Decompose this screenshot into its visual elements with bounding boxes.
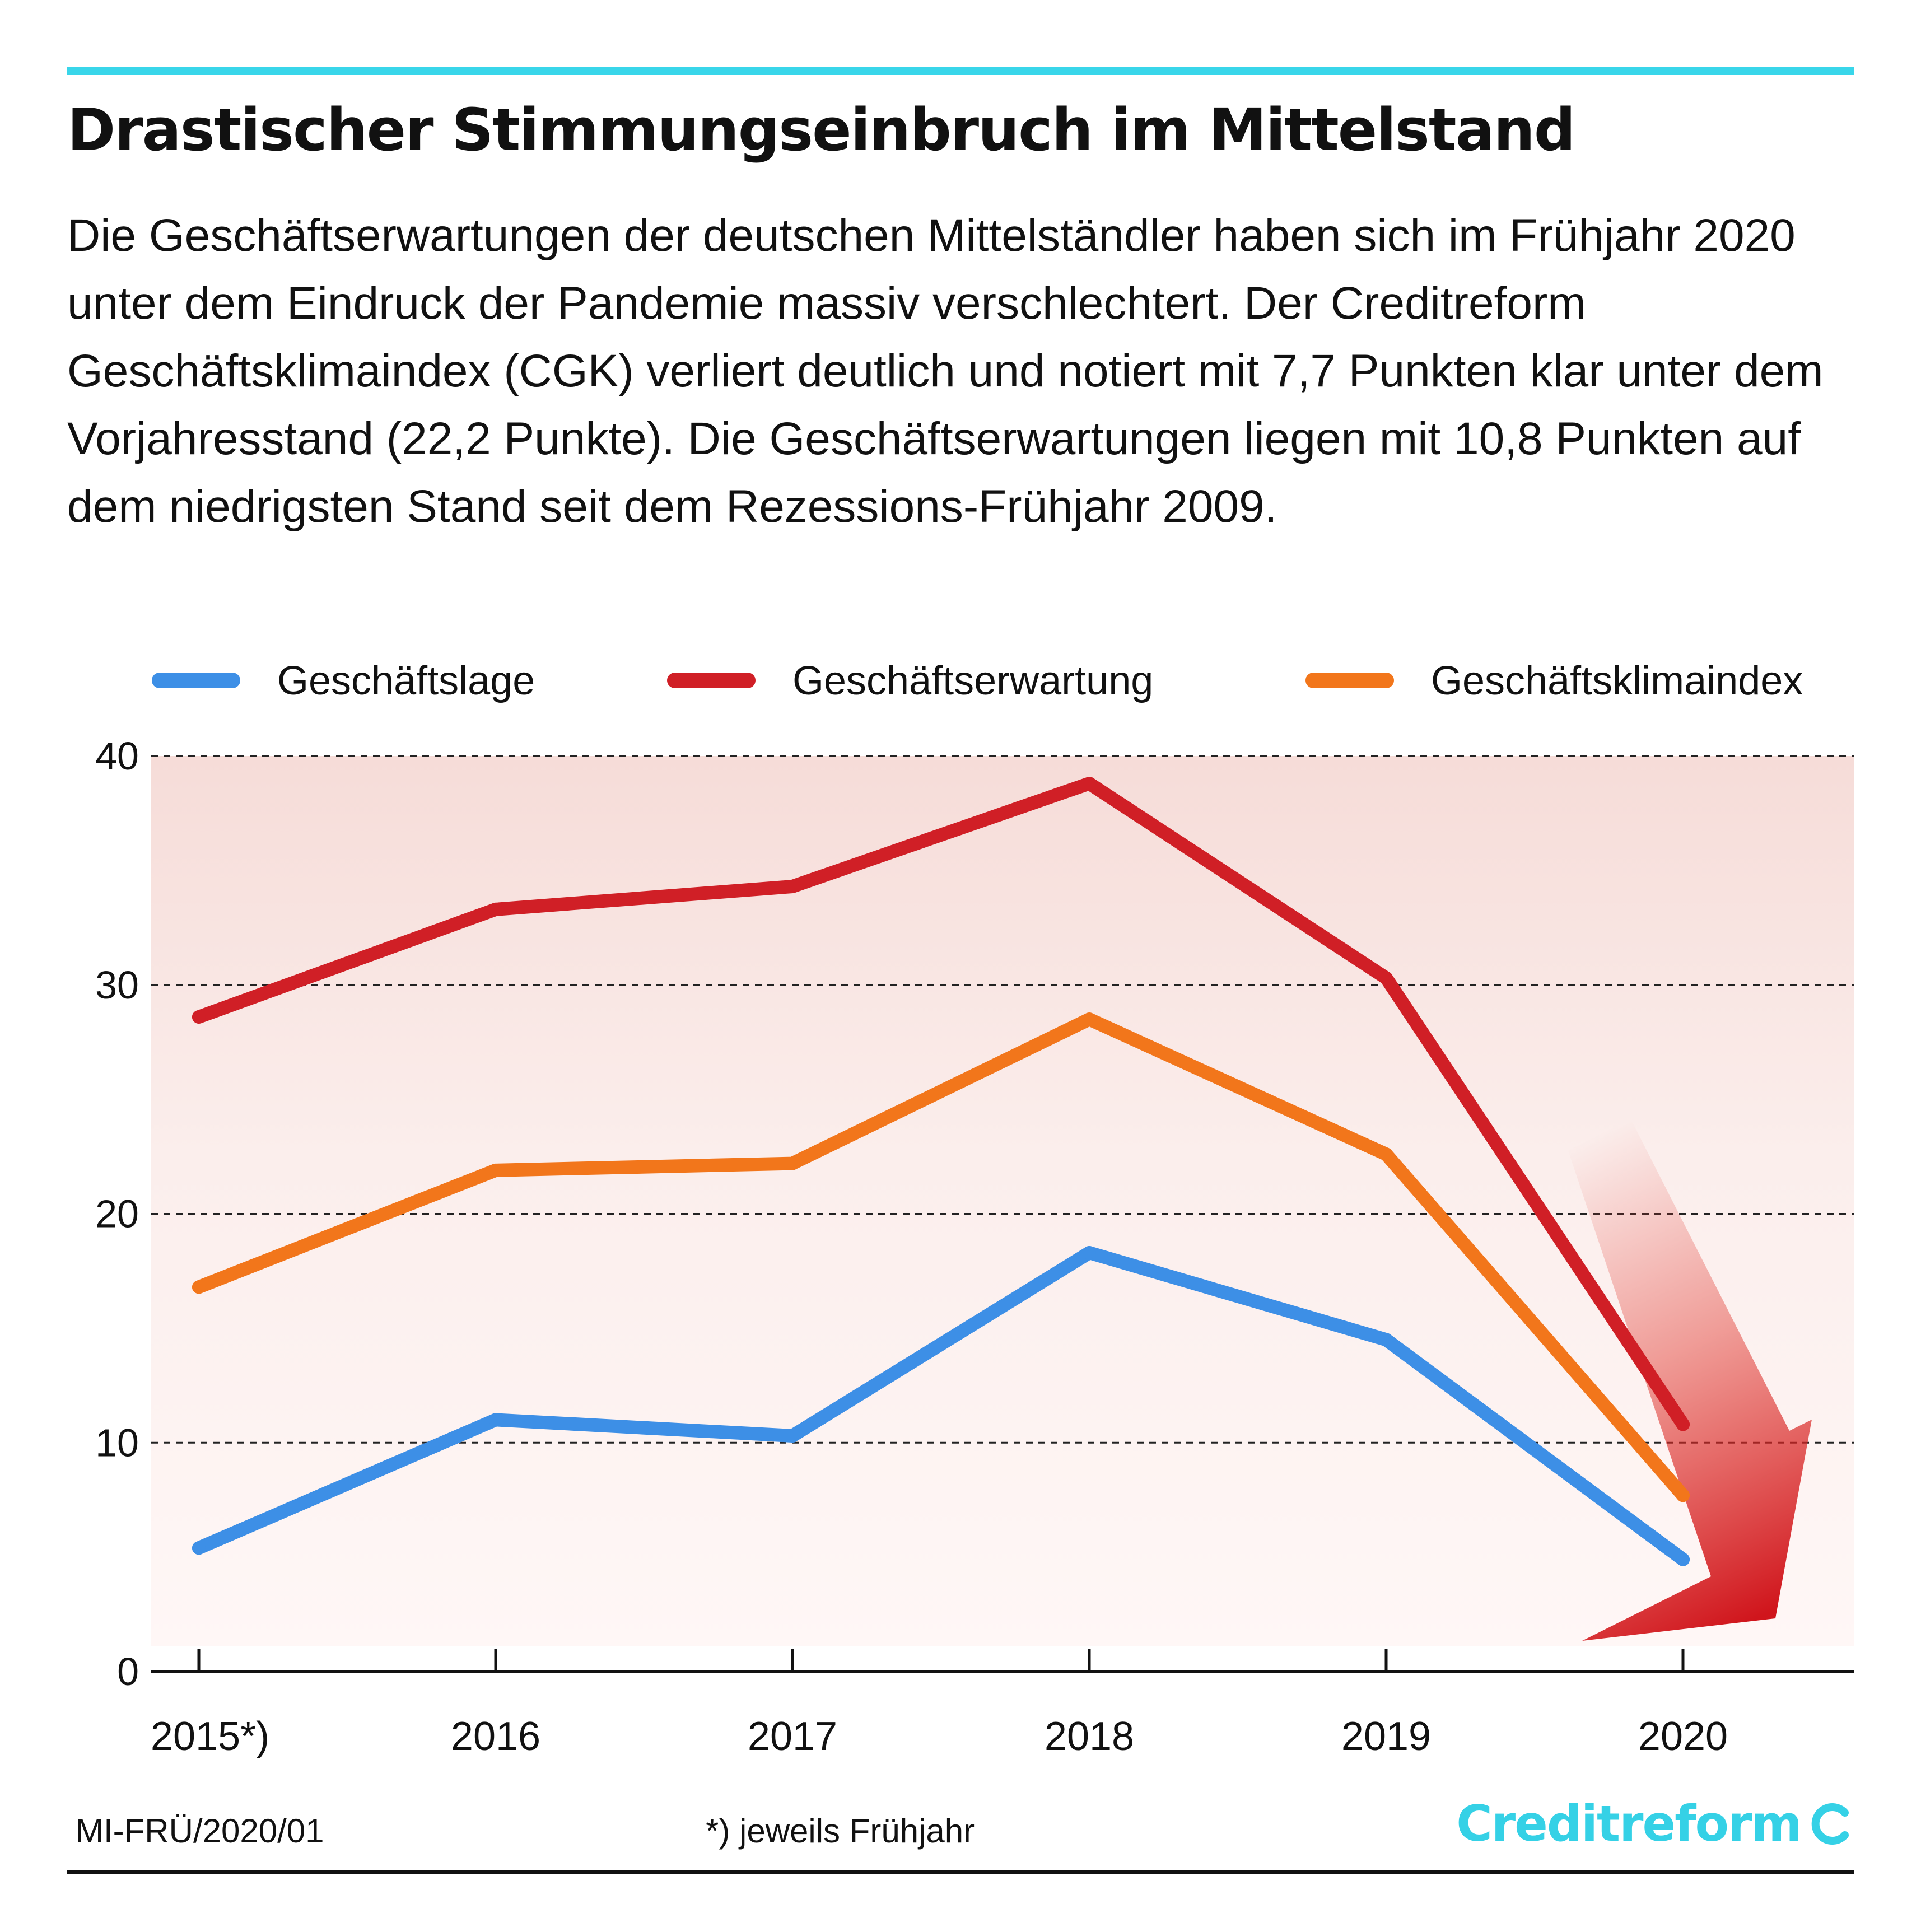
- x-tick-label: 2015*): [151, 1714, 269, 1759]
- legend-label-0: Geschäftslage: [277, 659, 535, 703]
- data-point-1-5: [1676, 1417, 1690, 1431]
- footer-code: MI-FRÜ/2020/01: [76, 1812, 324, 1850]
- trend-arrow-icon: [1568, 1117, 1812, 1641]
- series-lines: [192, 777, 1690, 1566]
- brand-name: Creditreform: [1456, 1795, 1802, 1852]
- bottom-rule: [67, 1870, 1854, 1874]
- data-point-0-5: [1676, 1552, 1690, 1566]
- data-point-2-0: [192, 1280, 206, 1294]
- x-tick-label: 2018: [1045, 1714, 1134, 1759]
- data-point-1-2: [786, 879, 799, 893]
- footnote: *) jeweils Frühjahr: [706, 1812, 975, 1850]
- data-point-0-4: [1379, 1333, 1393, 1347]
- legend-label-2: Geschäftsklimaindex: [1431, 659, 1803, 703]
- legend-label-1: Geschäftserwartung: [792, 659, 1153, 703]
- data-point-1-1: [489, 902, 502, 916]
- data-point-2-1: [489, 1163, 502, 1177]
- data-point-2-4: [1379, 1147, 1393, 1161]
- gridlines: 0 10 20 30 40: [95, 734, 1854, 1693]
- data-point-1-3: [1083, 777, 1096, 791]
- y-tick-label: 20: [95, 1192, 139, 1236]
- data-point-0-2: [786, 1429, 799, 1443]
- creditreform-c-icon: [1811, 1803, 1849, 1845]
- axes: 2015*) 2016 2017 2018 2019 2020: [151, 1649, 1854, 1759]
- legend: Geschäftslage Geschäftserwartung Geschäfts…: [152, 659, 1803, 703]
- series-line-0: [192, 1245, 1690, 1566]
- y-tick-label: 0: [117, 1650, 139, 1693]
- series-line-1: [192, 777, 1690, 1431]
- data-point-0-1: [489, 1413, 502, 1427]
- x-tick-label: 2016: [451, 1714, 540, 1759]
- brand-logo: Creditreform: [1456, 1795, 1854, 1852]
- page-title: Drastischer Stimmungseinbruch im Mittels…: [67, 96, 1575, 164]
- data-point-2-2: [786, 1156, 799, 1170]
- accent-bar: [67, 67, 1854, 75]
- line-chart: Geschäftslage Geschäftserwartung Geschäfts…: [95, 659, 1854, 1759]
- data-point-1-4: [1379, 971, 1393, 985]
- data-point-1-0: [192, 1010, 206, 1024]
- data-point-2-3: [1083, 1012, 1096, 1026]
- page-subtitle: Die Geschäftserwartungen der deutschen M…: [67, 210, 1824, 532]
- data-point-0-0: [192, 1541, 206, 1555]
- x-tick-label: 2020: [1638, 1714, 1728, 1759]
- series-line-2: [192, 1012, 1690, 1502]
- y-tick-label: 30: [95, 963, 139, 1007]
- data-point-2-5: [1676, 1488, 1690, 1502]
- y-tick-label: 10: [95, 1421, 139, 1464]
- x-tick-label: 2019: [1341, 1714, 1431, 1759]
- y-tick-label: 40: [95, 734, 139, 778]
- x-tick-label: 2017: [748, 1714, 837, 1759]
- data-point-0-3: [1083, 1245, 1096, 1259]
